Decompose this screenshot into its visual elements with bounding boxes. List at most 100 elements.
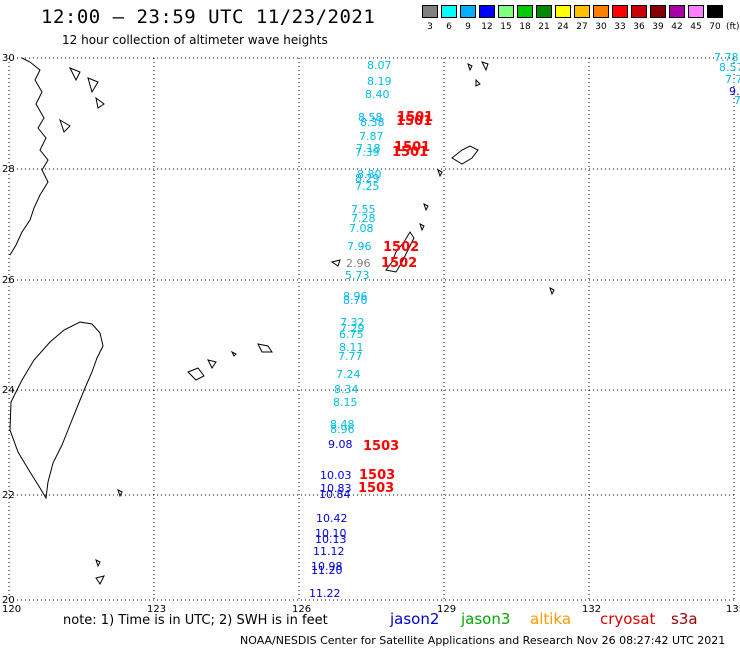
wave-height-reading: 7 bbox=[734, 94, 740, 107]
wave-height-reading: 8.57 bbox=[719, 61, 740, 74]
page-title: 12:00 – 23:59 UTC 11/23/2021 bbox=[41, 6, 376, 28]
wave-height-reading: 2.96 bbox=[346, 257, 371, 270]
cycle-id-label: 1501 bbox=[394, 140, 430, 155]
wave-height-reading: 7.55 bbox=[351, 203, 376, 216]
graticule bbox=[8, 57, 735, 601]
wave-height-reading: 7.29 bbox=[340, 322, 365, 335]
tokara-islands bbox=[419, 169, 443, 232]
scale-swatch bbox=[441, 5, 457, 18]
china-coast bbox=[9, 57, 49, 256]
wave-height-reading: 8.96 bbox=[330, 423, 355, 436]
lat-label: 20 bbox=[2, 595, 15, 606]
wave-height-reading: 7.24 bbox=[336, 368, 361, 381]
wave-height-reading: 7.87 bbox=[359, 130, 384, 143]
scale-label: 9 bbox=[465, 22, 471, 32]
lat-label: 22 bbox=[2, 490, 15, 501]
wave-height-reading: 9.08 bbox=[328, 438, 353, 451]
wave-height-reading: 8.34 bbox=[334, 383, 359, 396]
kerama-islands bbox=[330, 259, 341, 267]
wave-height-reading: 11.22 bbox=[309, 587, 341, 600]
lon-label: 129 bbox=[437, 604, 456, 615]
kyushu-islets bbox=[467, 61, 489, 87]
cycle-id-label: 1503 bbox=[363, 439, 399, 454]
scale-unit: (ft) bbox=[726, 22, 740, 32]
satellite-legend-item: jason3 bbox=[461, 610, 511, 628]
wave-height-reading: 7.25 bbox=[355, 180, 380, 193]
wave-height-reading: 10.98 bbox=[311, 560, 343, 573]
scale-swatch bbox=[707, 5, 723, 18]
taiwan-coast bbox=[9, 321, 104, 500]
scale-swatch bbox=[498, 5, 514, 18]
page-subtitle: 12 hour collection of altimeter wave hei… bbox=[62, 33, 328, 47]
wave-height-reading: 6.75 bbox=[339, 328, 364, 341]
cycle-id-label: 1503 bbox=[358, 481, 394, 496]
lon-label: 126 bbox=[292, 604, 311, 615]
scale-swatch bbox=[479, 5, 495, 18]
satellite-legend-item: jason2 bbox=[390, 610, 440, 628]
scale-label: 30 bbox=[595, 22, 607, 32]
okinawa-main bbox=[385, 231, 415, 273]
scale-swatch bbox=[650, 5, 666, 18]
satellite-legend-item: s3a bbox=[671, 610, 698, 628]
scale-label: 45 bbox=[690, 22, 702, 32]
wave-height-reading: 8.19 bbox=[367, 75, 392, 88]
latitude-labels: 30 28 26 24 22 20 bbox=[2, 53, 15, 606]
longitude-labels: 120 123 126 129 132 135 bbox=[2, 604, 740, 615]
wave-height-reading: 8.40 bbox=[365, 88, 390, 101]
footnote: note: 1) Time is in UTC; 2) SWH is in fe… bbox=[63, 613, 328, 628]
amami-island bbox=[451, 145, 479, 165]
lat-label: 26 bbox=[2, 275, 15, 286]
satellite-legend-item: altika bbox=[530, 610, 572, 628]
wave-height-reading: 10.42 bbox=[316, 512, 348, 525]
wave-height-reading: 7.08 bbox=[349, 222, 374, 235]
daito-island bbox=[549, 287, 555, 296]
cycle-id-label: 1501 bbox=[392, 145, 428, 160]
cycle-id-label: 1501 bbox=[396, 114, 432, 129]
zhoushan-islands bbox=[59, 67, 105, 133]
scale-swatch bbox=[688, 5, 704, 18]
wave-height-reading: 9. bbox=[729, 85, 740, 98]
wave-height-reading: 8.80 bbox=[357, 168, 382, 181]
scale-label: 27 bbox=[576, 22, 588, 32]
scale-swatch bbox=[460, 5, 476, 18]
coastlines bbox=[9, 57, 555, 585]
lon-label: 135 bbox=[726, 604, 740, 615]
wave-height-reading: 8.48 bbox=[330, 418, 355, 431]
satellite-legend-item: cryosat bbox=[600, 610, 656, 628]
cycle-id-label: 1502 bbox=[383, 240, 419, 255]
wave-height-reading: 11.12 bbox=[313, 545, 345, 558]
wave-height-reading: 7.39 bbox=[355, 146, 380, 159]
scale-swatch bbox=[536, 5, 552, 18]
scale-label: 36 bbox=[633, 22, 645, 32]
scale-swatch bbox=[517, 5, 533, 18]
scale-swatch bbox=[593, 5, 609, 18]
scale-swatch bbox=[669, 5, 685, 18]
wave-height-reading: 7.78 bbox=[714, 51, 739, 64]
cycle-id-label: 1503 bbox=[359, 468, 395, 483]
wave-height-reading: 8.29 bbox=[355, 172, 380, 185]
batan-islands bbox=[95, 489, 123, 585]
scale-label: 15 bbox=[500, 22, 512, 32]
lon-label: 120 bbox=[2, 604, 21, 615]
wave-height-reading: 7.18 bbox=[356, 142, 381, 155]
wave-height-reading: 10.84 bbox=[319, 488, 351, 501]
wave-height-reading: 8.58 bbox=[358, 111, 383, 124]
scale-swatch bbox=[612, 5, 628, 18]
scale-label: 39 bbox=[652, 22, 664, 32]
wave-height-reading: 8.70 bbox=[343, 294, 368, 307]
scale-label: 12 bbox=[481, 22, 493, 32]
wave-height-reading: 8.07 bbox=[367, 59, 392, 72]
lat-label: 30 bbox=[2, 53, 15, 64]
wave-height-reading: 7.77 bbox=[338, 350, 363, 363]
scale-label: 24 bbox=[557, 22, 569, 32]
cycle-id-label: 1501 bbox=[397, 110, 433, 125]
yaeyama-islands bbox=[187, 343, 273, 381]
scale-swatch bbox=[574, 5, 590, 18]
lat-label: 24 bbox=[2, 385, 15, 396]
cycle-id-label: 1502 bbox=[381, 256, 417, 271]
wave-height-reading: 8.11 bbox=[339, 341, 364, 354]
wave-height-reading: 8.96 bbox=[343, 290, 368, 303]
wave-height-reading: 7.28 bbox=[351, 212, 376, 225]
